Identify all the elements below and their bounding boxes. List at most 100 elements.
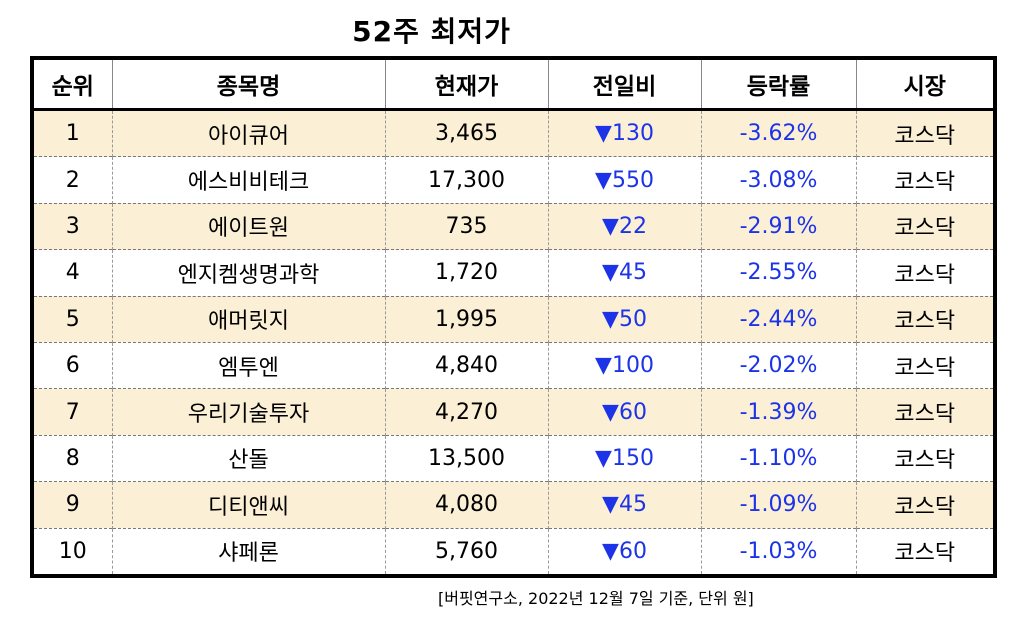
table-row: 7 우리기술투자 4,270 ▼60 -1.39% 코스닥 (32, 388, 995, 436)
table-header-row: 순위 종목명 현재가 전일비 등락률 시장 (32, 58, 995, 111)
down-arrow-icon: ▼ (595, 121, 612, 147)
table-row: 8 산돌 13,500 ▼150 -1.10% 코스닥 (32, 434, 995, 482)
rank-cell: 1 (32, 108, 112, 157)
market-cell: 코스닥 (855, 527, 995, 576)
rank-cell: 6 (32, 341, 112, 389)
page-title: 52주 최저가 (352, 15, 511, 48)
name-cell: 엠투엔 (111, 341, 385, 389)
header-market: 시장 (855, 58, 995, 111)
price-cell: 4,270 (384, 388, 548, 436)
change-value: 45 (618, 492, 647, 518)
header-name: 종목명 (111, 58, 385, 111)
pct-cell: -3.62% (700, 108, 856, 157)
pct-cell: -2.55% (700, 249, 856, 297)
market-cell: 코스닥 (855, 156, 995, 204)
rank-cell: 9 (32, 481, 112, 529)
change-value: 50 (618, 306, 647, 332)
market-cell: 코스닥 (855, 249, 995, 297)
change-cell: ▼550 (547, 156, 701, 204)
pct-cell: -2.02% (700, 341, 856, 389)
pct-cell: -1.09% (700, 481, 856, 529)
pct-cell: -1.39% (700, 388, 856, 436)
table-row: 6 엠투엔 4,840 ▼100 -2.02% 코스닥 (32, 341, 995, 389)
price-cell: 4,080 (384, 481, 548, 529)
rank-cell: 3 (32, 202, 112, 250)
name-cell: 에이트원 (111, 202, 385, 250)
rank-cell: 7 (32, 388, 112, 436)
rank-cell: 10 (32, 527, 112, 576)
name-cell: 에스비비테크 (111, 156, 385, 204)
name-cell: 디티앤씨 (111, 481, 385, 529)
name-cell: 산돌 (111, 434, 385, 482)
price-cell: 13,500 (384, 434, 548, 482)
market-cell: 코스닥 (855, 202, 995, 250)
change-value: 150 (611, 445, 654, 471)
header-pct: 등락률 (700, 58, 856, 111)
change-cell: ▼45 (547, 481, 701, 529)
price-cell: 4,840 (384, 341, 548, 389)
down-arrow-icon: ▼ (595, 353, 612, 379)
rank-cell: 8 (32, 434, 112, 482)
change-cell: ▼50 (547, 295, 701, 343)
name-cell: 아이큐어 (111, 108, 385, 157)
change-value: 60 (618, 538, 647, 564)
market-cell: 코스닥 (855, 388, 995, 436)
table-row: 3 에이트원 735 ▼22 -2.91% 코스닥 (32, 202, 995, 250)
change-cell: ▼100 (547, 341, 701, 389)
name-cell: 엔지켐생명과학 (111, 249, 385, 297)
down-arrow-icon: ▼ (602, 492, 619, 518)
change-cell: ▼22 (547, 202, 701, 250)
down-arrow-icon: ▼ (595, 445, 612, 471)
change-cell: ▼60 (547, 388, 701, 436)
change-cell: ▼60 (547, 527, 701, 576)
change-cell: ▼150 (547, 434, 701, 482)
header-rank: 순위 (32, 58, 112, 111)
table-row: 9 디티앤씨 4,080 ▼45 -1.09% 코스닥 (32, 481, 995, 529)
name-cell: 애머릿지 (111, 295, 385, 343)
price-cell: 1,720 (384, 249, 548, 297)
table-row: 5 애머릿지 1,995 ▼50 -2.44% 코스닥 (32, 295, 995, 343)
down-arrow-icon: ▼ (602, 306, 619, 332)
change-value: 60 (618, 399, 647, 425)
market-cell: 코스닥 (855, 481, 995, 529)
table-row: 1 아이큐어 3,465 ▼130 -3.62% 코스닥 (32, 108, 995, 157)
header-price: 현재가 (384, 58, 548, 111)
rank-cell: 2 (32, 156, 112, 204)
down-arrow-icon: ▼ (602, 538, 619, 564)
market-cell: 코스닥 (855, 341, 995, 389)
change-value: 22 (618, 213, 647, 239)
pct-cell: -2.91% (700, 202, 856, 250)
change-value: 100 (611, 353, 654, 379)
market-cell: 코스닥 (855, 295, 995, 343)
change-cell: ▼130 (547, 108, 701, 157)
name-cell: 우리기술투자 (111, 388, 385, 436)
down-arrow-icon: ▼ (602, 399, 619, 425)
rank-cell: 5 (32, 295, 112, 343)
down-arrow-icon: ▼ (595, 167, 612, 193)
pct-cell: -3.08% (700, 156, 856, 204)
change-cell: ▼45 (547, 249, 701, 297)
stock-table: 순위 종목명 현재가 전일비 등락률 시장 1 아이큐어 3,465 ▼130 -3.6… (30, 56, 997, 578)
table-row: 2 에스비비테크 17,300 ▼550 -3.08% 코스닥 (32, 156, 995, 204)
change-value: 45 (618, 260, 647, 286)
price-cell: 3,465 (384, 108, 548, 157)
table-row: 4 엔지켐생명과학 1,720 ▼45 -2.55% 코스닥 (32, 249, 995, 297)
pct-cell: -1.03% (700, 527, 856, 576)
table-row: 10 샤페론 5,760 ▼60 -1.03% 코스닥 (32, 527, 995, 576)
name-cell: 샤페론 (111, 527, 385, 576)
market-cell: 코스닥 (855, 108, 995, 157)
price-cell: 17,300 (384, 156, 548, 204)
header-change: 전일비 (547, 58, 701, 111)
rank-cell: 4 (32, 249, 112, 297)
footnote: [버핏연구소, 2022년 12월 7일 기준, 단위 원] (438, 589, 754, 608)
down-arrow-icon: ▼ (602, 213, 619, 239)
change-value: 550 (611, 167, 654, 193)
market-cell: 코스닥 (855, 434, 995, 482)
price-cell: 735 (384, 202, 548, 250)
pct-cell: -1.10% (700, 434, 856, 482)
down-arrow-icon: ▼ (602, 260, 619, 286)
price-cell: 5,760 (384, 527, 548, 576)
pct-cell: -2.44% (700, 295, 856, 343)
change-value: 130 (611, 121, 654, 147)
price-cell: 1,995 (384, 295, 548, 343)
